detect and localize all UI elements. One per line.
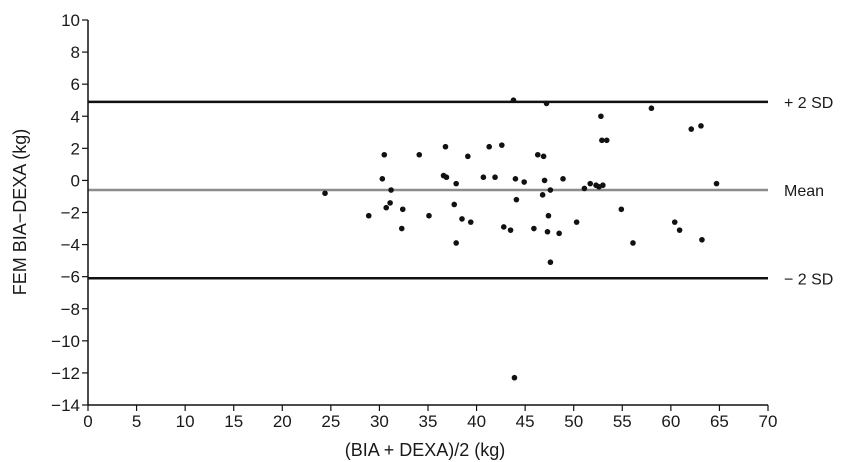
data-point: [499, 142, 505, 148]
data-point: [521, 179, 527, 185]
data-point: [540, 153, 547, 160]
data-point: [426, 212, 432, 219]
x-tick-label: 45: [516, 412, 535, 431]
y-tick-label: −12: [51, 364, 80, 383]
reference-lines: [88, 100, 768, 280]
x-tick-label: 35: [419, 412, 438, 431]
x-tick-label: 10: [176, 412, 195, 431]
data-point: [500, 224, 507, 230]
y-tick-label: −14: [51, 396, 80, 415]
data-point: [513, 196, 520, 203]
data-point: [480, 174, 487, 181]
lower-limit-label: − 2 SD: [784, 271, 833, 288]
data-point: [486, 143, 493, 150]
y-tick-label: −8: [61, 300, 80, 319]
data-point: [541, 177, 548, 184]
x-tick-label: 30: [370, 412, 389, 431]
data-point: [587, 180, 594, 187]
data-point: [699, 236, 705, 243]
data-point: [322, 190, 328, 197]
x-tick-label: 60: [661, 412, 680, 431]
y-tick-label: 4: [71, 107, 80, 126]
x-tick-label: 5: [132, 412, 141, 431]
data-point: [676, 227, 683, 233]
data-point: [467, 219, 474, 225]
x-ticks: 0 5 10 15 20 25 30 35 40 45 50 55 60 65 70: [83, 405, 777, 431]
data-point: [512, 176, 519, 182]
data-point: [573, 219, 580, 225]
y-tick-label: −10: [51, 332, 80, 351]
x-tick-label: 65: [710, 412, 729, 431]
data-point: [492, 174, 498, 181]
data-point: [648, 105, 655, 112]
x-tick-label: 40: [467, 412, 486, 431]
x-tick-label: 55: [613, 412, 632, 431]
mean-label: Mean: [784, 183, 824, 200]
data-point: [618, 206, 625, 213]
x-tick-label: 20: [273, 412, 292, 431]
y-ticks: 10 8 6 4 2 0 −2 −4 −6 −8 −10 −12 −14: [51, 11, 88, 415]
data-point: [381, 151, 388, 158]
data-point: [581, 185, 588, 192]
data-point: [379, 176, 386, 182]
x-tick-label: 70: [759, 412, 778, 431]
reference-line-labels: + 2 SD Mean − 2 SD: [784, 95, 833, 288]
data-point: [442, 143, 449, 150]
data-point: [453, 180, 459, 187]
x-tick-label: 0: [83, 412, 92, 431]
data-point: [383, 204, 390, 211]
data-point: [545, 212, 552, 219]
data-point: [416, 151, 423, 158]
data-point: [365, 212, 372, 219]
data-point: [630, 240, 636, 246]
data-point: [600, 182, 606, 189]
data-point: [713, 180, 720, 187]
data-point: [398, 225, 405, 232]
data-point: [543, 100, 550, 107]
y-axis-title: FEM BIA−DEXA (kg): [10, 129, 30, 296]
data-point: [388, 187, 394, 193]
data-point: [598, 113, 604, 120]
y-tick-label: 2: [71, 139, 80, 158]
y-tick-label: 6: [71, 75, 80, 94]
data-point: [539, 192, 546, 198]
data-points: [322, 97, 720, 381]
data-point: [531, 225, 537, 232]
x-tick-label: 50: [564, 412, 583, 431]
data-point: [387, 200, 393, 206]
data-point: [453, 240, 459, 246]
data-point: [547, 187, 554, 193]
x-tick-label: 15: [224, 412, 243, 431]
data-point: [399, 206, 406, 213]
y-tick-label: −4: [61, 236, 80, 255]
data-point: [459, 216, 465, 222]
data-point: [599, 137, 605, 144]
data-point: [511, 374, 518, 381]
data-point: [547, 259, 554, 266]
y-tick-label: −6: [61, 268, 80, 287]
data-point: [698, 123, 704, 129]
data-point: [556, 230, 562, 237]
data-point: [465, 153, 471, 160]
data-point: [671, 219, 678, 225]
data-point: [510, 97, 517, 104]
data-point: [507, 227, 514, 233]
axes: [87, 20, 768, 406]
data-point: [534, 151, 541, 158]
data-point: [544, 228, 551, 235]
data-point: [688, 126, 695, 132]
y-tick-label: 0: [71, 171, 80, 190]
x-axis-title: (BIA + DEXA)/2 (kg): [345, 440, 506, 460]
data-point: [451, 201, 458, 208]
x-tick-label: 25: [321, 412, 340, 431]
y-tick-label: −2: [61, 204, 80, 223]
data-point: [560, 176, 566, 182]
data-point: [443, 174, 450, 181]
data-point: [603, 137, 610, 144]
y-tick-label: 8: [71, 43, 80, 62]
y-tick-label: 10: [61, 11, 80, 30]
upper-limit-label: + 2 SD: [784, 95, 833, 112]
